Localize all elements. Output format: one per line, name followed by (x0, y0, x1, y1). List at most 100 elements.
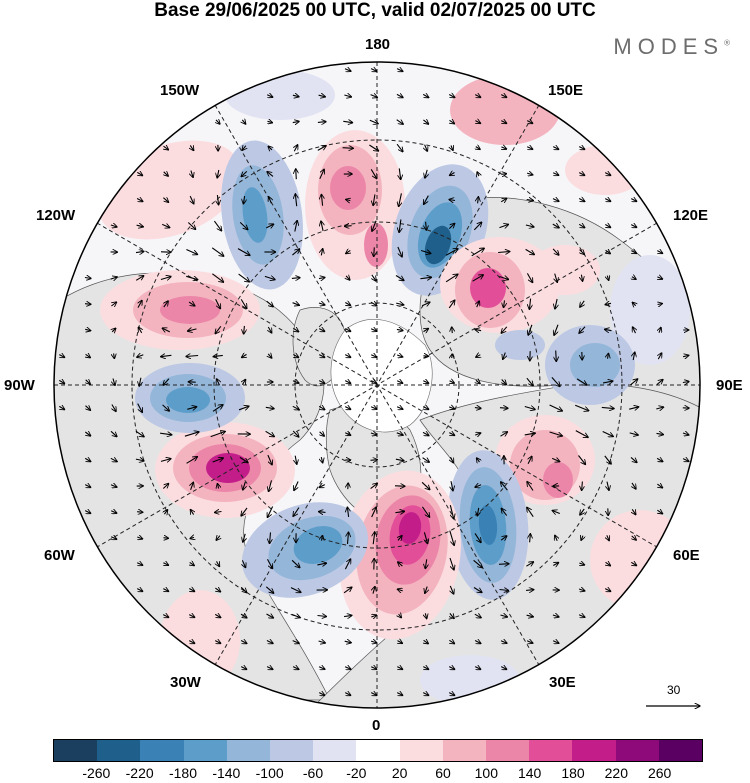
wind-vector (474, 533, 481, 542)
wind-vector (370, 460, 378, 461)
wind-vector (396, 303, 404, 305)
wind-vector (578, 147, 585, 150)
wind-vector (606, 562, 611, 565)
wind-vector (605, 225, 610, 228)
wind-vector (267, 506, 274, 518)
wind-vector (268, 354, 272, 358)
colorbar-tick-label: 100 (474, 765, 499, 781)
wind-vector (163, 378, 170, 385)
wind-vector (266, 641, 273, 644)
wind-vector (500, 615, 508, 617)
wind-vector (269, 480, 272, 491)
wind-vector (135, 251, 144, 252)
wind-vector (549, 431, 563, 436)
colorbar-segment (399, 740, 443, 761)
wind-vector (581, 536, 583, 541)
wind-vector (318, 355, 325, 358)
wind-vector (553, 563, 558, 566)
wind-vector (217, 379, 220, 386)
wind-vector (215, 299, 221, 308)
wind-vector (266, 224, 273, 228)
wind-vector (423, 667, 428, 670)
wind-vector (217, 195, 218, 205)
wind-vector (630, 199, 637, 202)
wind-vector (160, 433, 172, 435)
wind-vector (370, 169, 377, 178)
wind-vector (632, 482, 636, 489)
wind-vector (527, 482, 534, 491)
wind-vector (294, 145, 297, 152)
wind-vector (291, 614, 300, 617)
wind-vector (318, 381, 325, 384)
wind-vector (211, 247, 224, 256)
wind-vector (451, 146, 453, 151)
wind-vector (395, 459, 404, 461)
wind-vector (524, 407, 535, 410)
wind-vector (633, 352, 635, 361)
wind-vector (190, 509, 193, 514)
wind-vector (502, 380, 507, 385)
wind-vector (500, 667, 507, 670)
wind-vector (629, 379, 637, 386)
wind-vector (292, 381, 299, 383)
wind-vector (136, 225, 144, 227)
wind-vector (346, 250, 351, 253)
wind-vector (213, 220, 221, 231)
wind-vector (317, 146, 326, 151)
wind-vector (396, 69, 403, 72)
wind-vector (84, 511, 91, 514)
wind-vector (59, 406, 64, 409)
wind-vector (370, 641, 377, 643)
wind-vector (422, 407, 429, 410)
wind-vector (238, 406, 249, 410)
wind-vector (344, 641, 352, 643)
wind-vector (399, 219, 401, 233)
wind-vector (551, 458, 560, 461)
wind-vector (606, 250, 611, 253)
wind-vector (344, 615, 352, 616)
colorbar-segment (572, 740, 616, 761)
wind-vector (425, 586, 427, 594)
wind-vector (292, 430, 299, 437)
wind-vector (552, 248, 559, 255)
wind-vector (682, 382, 689, 383)
wind-vector (86, 354, 91, 357)
wind-vector (528, 324, 533, 335)
wind-vector (500, 198, 507, 202)
wind-vector (633, 327, 636, 334)
wind-vector (215, 512, 222, 513)
wind-vector (604, 455, 611, 464)
map-disc (54, 62, 700, 708)
lon-label-150e: 150E (548, 82, 584, 99)
wind-vector (397, 246, 402, 257)
wind-vector (267, 172, 274, 177)
colorbar-segment (54, 740, 98, 761)
wind-vector (372, 274, 376, 281)
wind-vector (630, 456, 637, 462)
wind-vectors (59, 69, 689, 696)
wind-vector (526, 590, 534, 591)
wind-vector (138, 327, 141, 334)
wind-vector (160, 459, 171, 462)
wind-vector (240, 667, 247, 670)
wind-vector (475, 485, 482, 488)
wind-vector (138, 300, 142, 308)
wind-vector (421, 481, 430, 489)
brand-name: MODES (613, 34, 725, 59)
wind-vector (450, 120, 455, 123)
wind-vector (657, 510, 662, 514)
wind-vector (212, 458, 224, 463)
wind-vector (397, 589, 403, 591)
wind-vector (504, 300, 505, 307)
wind-vector (86, 380, 91, 384)
wind-vector (295, 194, 296, 207)
wind-vector (59, 355, 64, 358)
wind-vector (370, 355, 377, 358)
wind-vector (190, 195, 194, 204)
wind-vector (552, 641, 559, 644)
wind-vector (425, 559, 426, 568)
wind-vector (84, 304, 91, 305)
wind-vector (216, 120, 220, 124)
wind-vector (265, 430, 275, 436)
colorbar-segment (356, 740, 400, 761)
